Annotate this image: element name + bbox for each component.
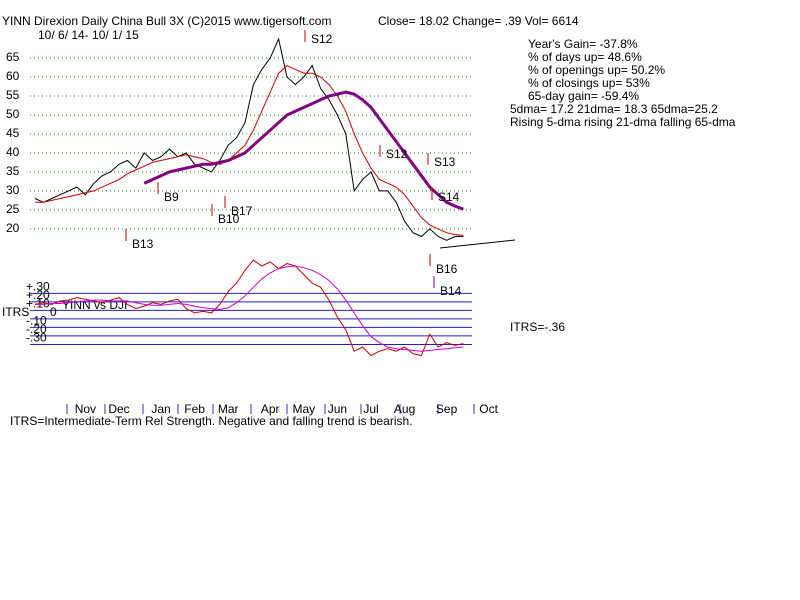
signal-label: B14 (440, 284, 462, 298)
x-tick-label: Nov (75, 402, 96, 416)
y-tick-label: 65 (6, 50, 20, 64)
y-tick-label: 20 (6, 221, 20, 235)
stat: Rising 5-dma rising 21-dma falling 65-dm… (510, 115, 736, 129)
date-range: 10/ 6/ 14- 10/ 1/ 15 (38, 28, 139, 42)
signal-label: S12 (386, 147, 408, 161)
signal-label: S12 (311, 32, 333, 46)
y-tick-label: 45 (6, 126, 20, 140)
y-tick-label: 25 (6, 202, 20, 216)
x-tick-label: Jun (328, 402, 347, 416)
y-tick-label: +.30 (26, 280, 50, 294)
y-tick-label: -.10 (26, 314, 47, 328)
y-tick-label: -.30 (26, 331, 47, 345)
y-tick-label: +.20 (26, 288, 50, 302)
signal-label: B10 (218, 212, 240, 226)
signal-label: B13 (132, 237, 154, 251)
y-tick-label: 35 (6, 164, 20, 178)
y-tick-label: 60 (6, 69, 20, 83)
x-tick-label: Feb (184, 402, 205, 416)
data-line (34, 37, 464, 241)
signal-label: B9 (164, 190, 179, 204)
signal-label: B17 (231, 204, 253, 218)
x-tick-label: Dec (108, 402, 129, 416)
trendline (439, 239, 516, 249)
signal-label: B16 (436, 262, 458, 276)
y-tick-label: -.20 (26, 322, 47, 336)
y-tick-label: 30 (6, 183, 20, 197)
x-tick-label: Sep (436, 402, 458, 416)
y-tick-label: 50 (6, 107, 20, 121)
x-tick-label: Jan (151, 402, 170, 416)
signal-label: S14 (438, 190, 460, 204)
stat: % of openings up= 50.2% (528, 63, 665, 77)
x-tick-label: Apr (261, 402, 280, 416)
data-line (34, 259, 464, 357)
stat: 5dma= 17.2 21dma= 18.3 65dma=25.2 (510, 102, 718, 116)
itrs-current: ITRS=-.36 (510, 320, 565, 334)
quote: Close= 18.02 Change= .39 Vol= 6614 (378, 14, 579, 28)
month-separators (66, 404, 475, 414)
stat: % of closings up= 53% (528, 76, 650, 90)
y-tick-label: 55 (6, 88, 20, 102)
y-axis-label: ITRS (2, 305, 29, 319)
x-tick-label: Jul (363, 402, 378, 416)
stat: % of days up= 48.6% (528, 50, 642, 64)
data-line (35, 265, 464, 352)
footnote: ITRS=Intermediate-Term Rel Strength. Neg… (10, 414, 413, 428)
stat: 65-day gain= -59.4% (528, 89, 639, 103)
stat: Year's Gain= -37.8% (528, 37, 638, 51)
signal-label: S13 (434, 155, 456, 169)
y-tick-label: 40 (6, 145, 20, 159)
chart-title: YINN Direxion Daily China Bull 3X (C)201… (2, 14, 331, 28)
data-line (143, 90, 464, 211)
y-tick-label: 0 (50, 305, 57, 319)
x-tick-label: May (292, 402, 315, 416)
x-tick-label: Aug (394, 402, 415, 416)
x-tick-label: Oct (479, 402, 498, 416)
data-line (35, 65, 464, 236)
x-tick-label: Mar (218, 402, 239, 416)
